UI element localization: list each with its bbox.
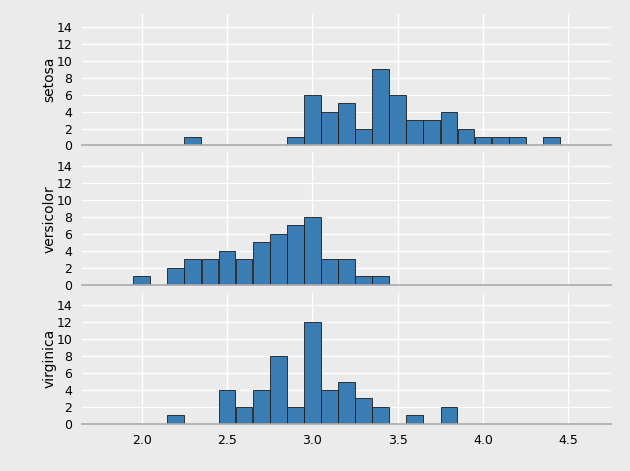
Bar <box>168 268 184 284</box>
Bar <box>406 120 423 146</box>
Bar <box>202 259 219 284</box>
Bar <box>440 112 457 146</box>
Y-axis label: versicolor: versicolor <box>42 185 56 253</box>
Bar <box>509 137 525 146</box>
Bar <box>270 234 287 284</box>
Bar <box>134 276 150 284</box>
Bar <box>219 390 236 424</box>
Bar <box>492 137 508 146</box>
Bar <box>355 276 372 284</box>
Bar <box>457 129 474 146</box>
Bar <box>321 390 338 424</box>
Bar <box>236 259 253 284</box>
Bar <box>321 112 338 146</box>
Bar <box>423 120 440 146</box>
Bar <box>185 259 201 284</box>
Bar <box>185 137 201 146</box>
Bar <box>440 407 457 424</box>
Bar <box>304 217 321 284</box>
Bar <box>304 322 321 424</box>
Bar <box>219 251 236 284</box>
Bar <box>372 69 389 146</box>
Bar <box>372 276 389 284</box>
Bar <box>321 259 338 284</box>
Bar <box>168 415 184 424</box>
Bar <box>474 137 491 146</box>
Bar <box>287 137 304 146</box>
Bar <box>338 382 355 424</box>
Bar <box>304 95 321 146</box>
Bar <box>355 398 372 424</box>
Bar <box>287 225 304 284</box>
Y-axis label: setosa: setosa <box>42 57 56 103</box>
Bar <box>338 259 355 284</box>
Bar <box>355 129 372 146</box>
Bar <box>543 137 559 146</box>
Bar <box>372 407 389 424</box>
Bar <box>270 356 287 424</box>
Bar <box>287 407 304 424</box>
Bar <box>338 103 355 146</box>
Bar <box>253 242 270 284</box>
Bar <box>253 390 270 424</box>
Y-axis label: virginica: virginica <box>42 329 56 388</box>
Bar <box>236 407 253 424</box>
Bar <box>406 415 423 424</box>
Bar <box>389 95 406 146</box>
